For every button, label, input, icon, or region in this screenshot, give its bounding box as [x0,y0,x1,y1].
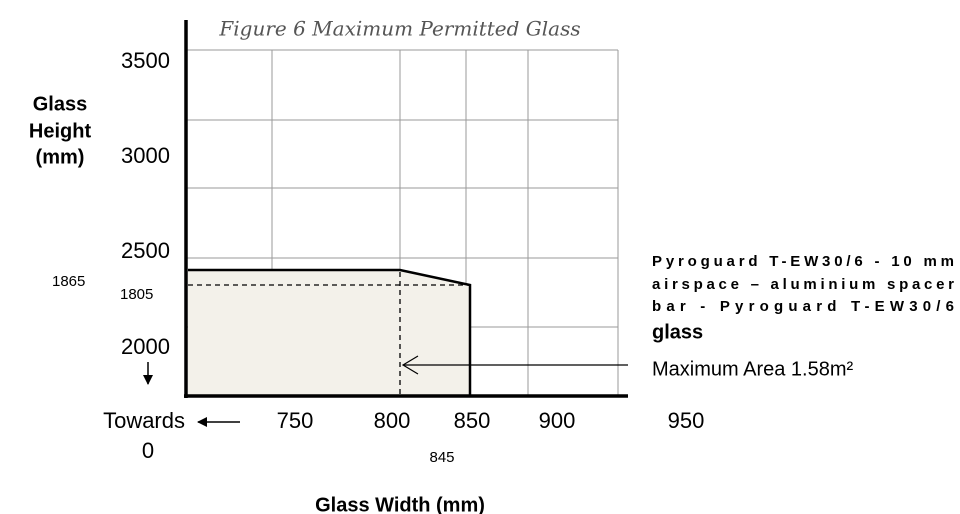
x-axis-label: Glass Width (mm) [315,494,485,514]
height-marker: 1805 [120,286,153,303]
legend-line: bar - Pyroguard T-EW30/6 [652,298,954,315]
legend-line: airspace – aluminium spacer [652,276,954,293]
width-marker: 845 [429,449,454,466]
x-tick-label: 850 [454,408,491,433]
height-marker: 1865 [52,273,85,290]
y-tick-label: 3500 [121,48,170,73]
figure-title: Figure 6 Maximum Permitted Glass [218,17,580,41]
permitted-area [188,270,470,396]
origin-note: Towards [103,408,185,433]
legend-line: Pyroguard T-EW30/6 - 10 mm [652,253,954,270]
y-axis-label: Glass [33,93,87,115]
y-axis-label: Height [29,120,92,142]
legend-line: glass [652,321,703,343]
x-tick-label: 750 [277,408,314,433]
x-tick-label: 950 [668,408,705,433]
origin-note: 0 [142,438,154,463]
y-tick-label: 2500 [121,238,170,263]
legend-area: Maximum Area 1.58m² [652,358,854,380]
envelope [188,268,472,396]
pointer-head [401,355,419,375]
y-axis-label: (mm) [36,146,85,168]
y-tick-label: 2000 [121,334,170,359]
x-tick-label: 800 [374,408,411,433]
grid [186,49,619,396]
y-tick-label: 3000 [121,143,170,168]
x-tick-label: 900 [539,408,576,433]
